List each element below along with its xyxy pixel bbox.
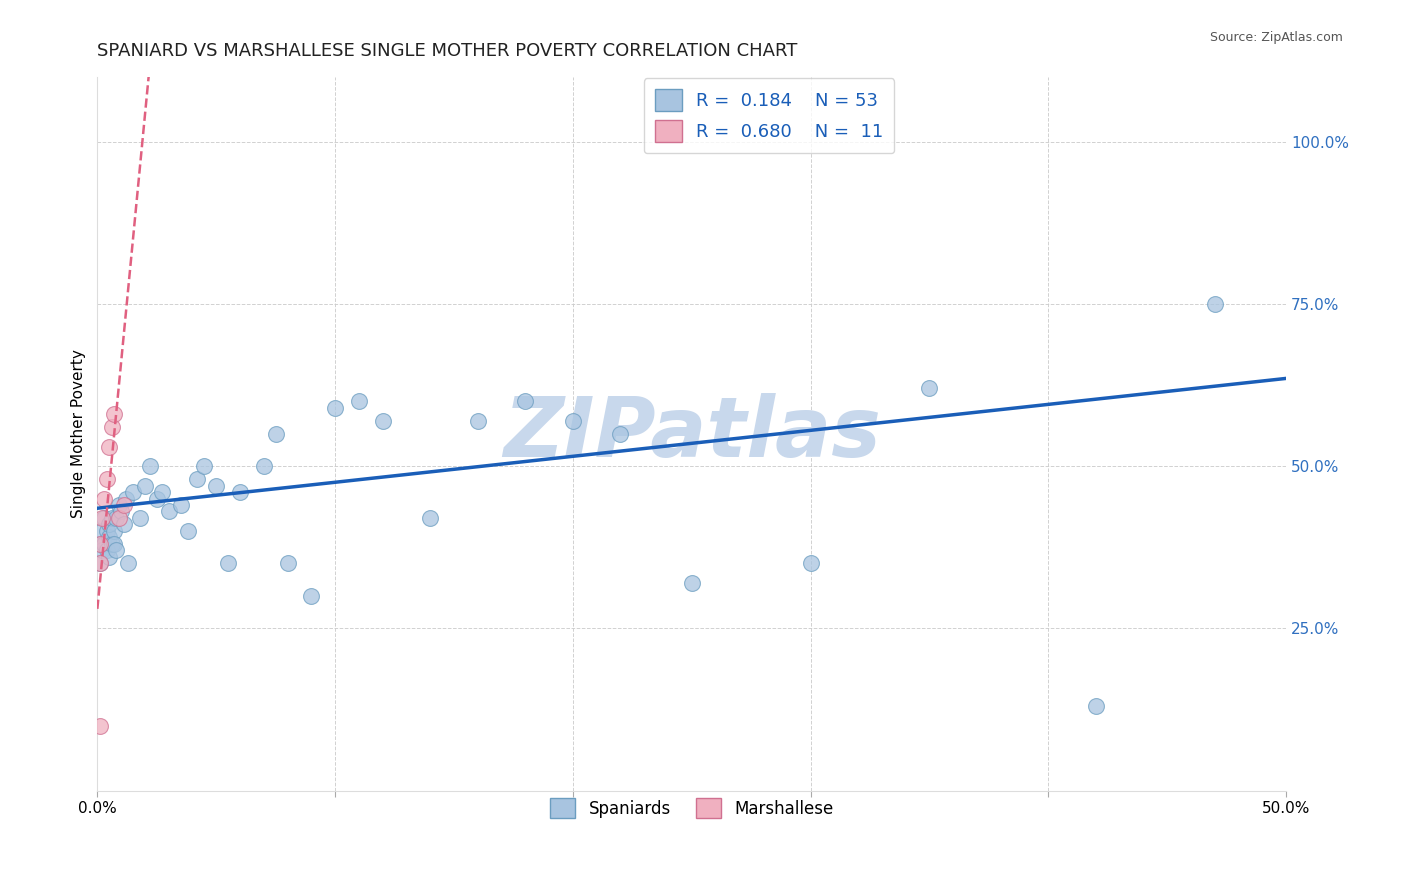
Point xyxy=(107,498,129,512)
Point xyxy=(91,511,114,525)
Point xyxy=(96,472,118,486)
Point xyxy=(100,420,122,434)
Point xyxy=(93,537,115,551)
Point xyxy=(515,394,537,409)
Point xyxy=(103,537,125,551)
Point xyxy=(467,414,489,428)
Point xyxy=(253,458,276,473)
Point xyxy=(134,478,156,492)
Point xyxy=(609,426,631,441)
Text: SPANIARD VS MARSHALLESE SINGLE MOTHER POVERTY CORRELATION CHART: SPANIARD VS MARSHALLESE SINGLE MOTHER PO… xyxy=(97,42,797,60)
Point xyxy=(799,557,821,571)
Point xyxy=(1084,699,1107,714)
Point xyxy=(98,440,121,454)
Point xyxy=(169,498,191,512)
Point xyxy=(150,485,173,500)
Point xyxy=(96,543,118,558)
Point xyxy=(918,381,941,395)
Point xyxy=(229,485,252,500)
Point xyxy=(93,491,115,506)
Point xyxy=(89,537,111,551)
Point xyxy=(93,511,115,525)
Legend: Spaniards, Marshallese: Spaniards, Marshallese xyxy=(543,791,839,825)
Point xyxy=(347,394,370,409)
Point xyxy=(681,575,703,590)
Point xyxy=(110,504,132,518)
Point xyxy=(176,524,198,538)
Point xyxy=(117,557,139,571)
Point xyxy=(98,531,121,545)
Point xyxy=(89,537,111,551)
Point xyxy=(89,719,111,733)
Point xyxy=(264,426,287,441)
Point xyxy=(112,498,135,512)
Text: ZIPatlas: ZIPatlas xyxy=(503,393,880,475)
Point xyxy=(105,543,128,558)
Point xyxy=(299,589,322,603)
Point xyxy=(129,511,152,525)
Point xyxy=(146,491,169,506)
Point xyxy=(122,485,145,500)
Point xyxy=(217,557,239,571)
Point xyxy=(98,517,121,532)
Point xyxy=(561,414,583,428)
Point xyxy=(91,543,114,558)
Point xyxy=(419,511,441,525)
Point xyxy=(277,557,299,571)
Point xyxy=(98,549,121,564)
Point xyxy=(323,401,346,415)
Point xyxy=(1204,297,1226,311)
Point xyxy=(115,491,138,506)
Point xyxy=(91,524,114,538)
Point xyxy=(138,458,160,473)
Point xyxy=(371,414,394,428)
Point xyxy=(89,557,111,571)
Point xyxy=(193,458,215,473)
Point xyxy=(186,472,208,486)
Text: Source: ZipAtlas.com: Source: ZipAtlas.com xyxy=(1209,31,1343,45)
Point xyxy=(103,407,125,421)
Point xyxy=(103,524,125,538)
Point xyxy=(96,524,118,538)
Point xyxy=(100,511,122,525)
Point xyxy=(105,511,128,525)
Point xyxy=(107,511,129,525)
Point xyxy=(205,478,228,492)
Point xyxy=(157,504,180,518)
Point xyxy=(89,557,111,571)
Point xyxy=(112,517,135,532)
Y-axis label: Single Mother Poverty: Single Mother Poverty xyxy=(72,349,86,518)
Point xyxy=(100,537,122,551)
